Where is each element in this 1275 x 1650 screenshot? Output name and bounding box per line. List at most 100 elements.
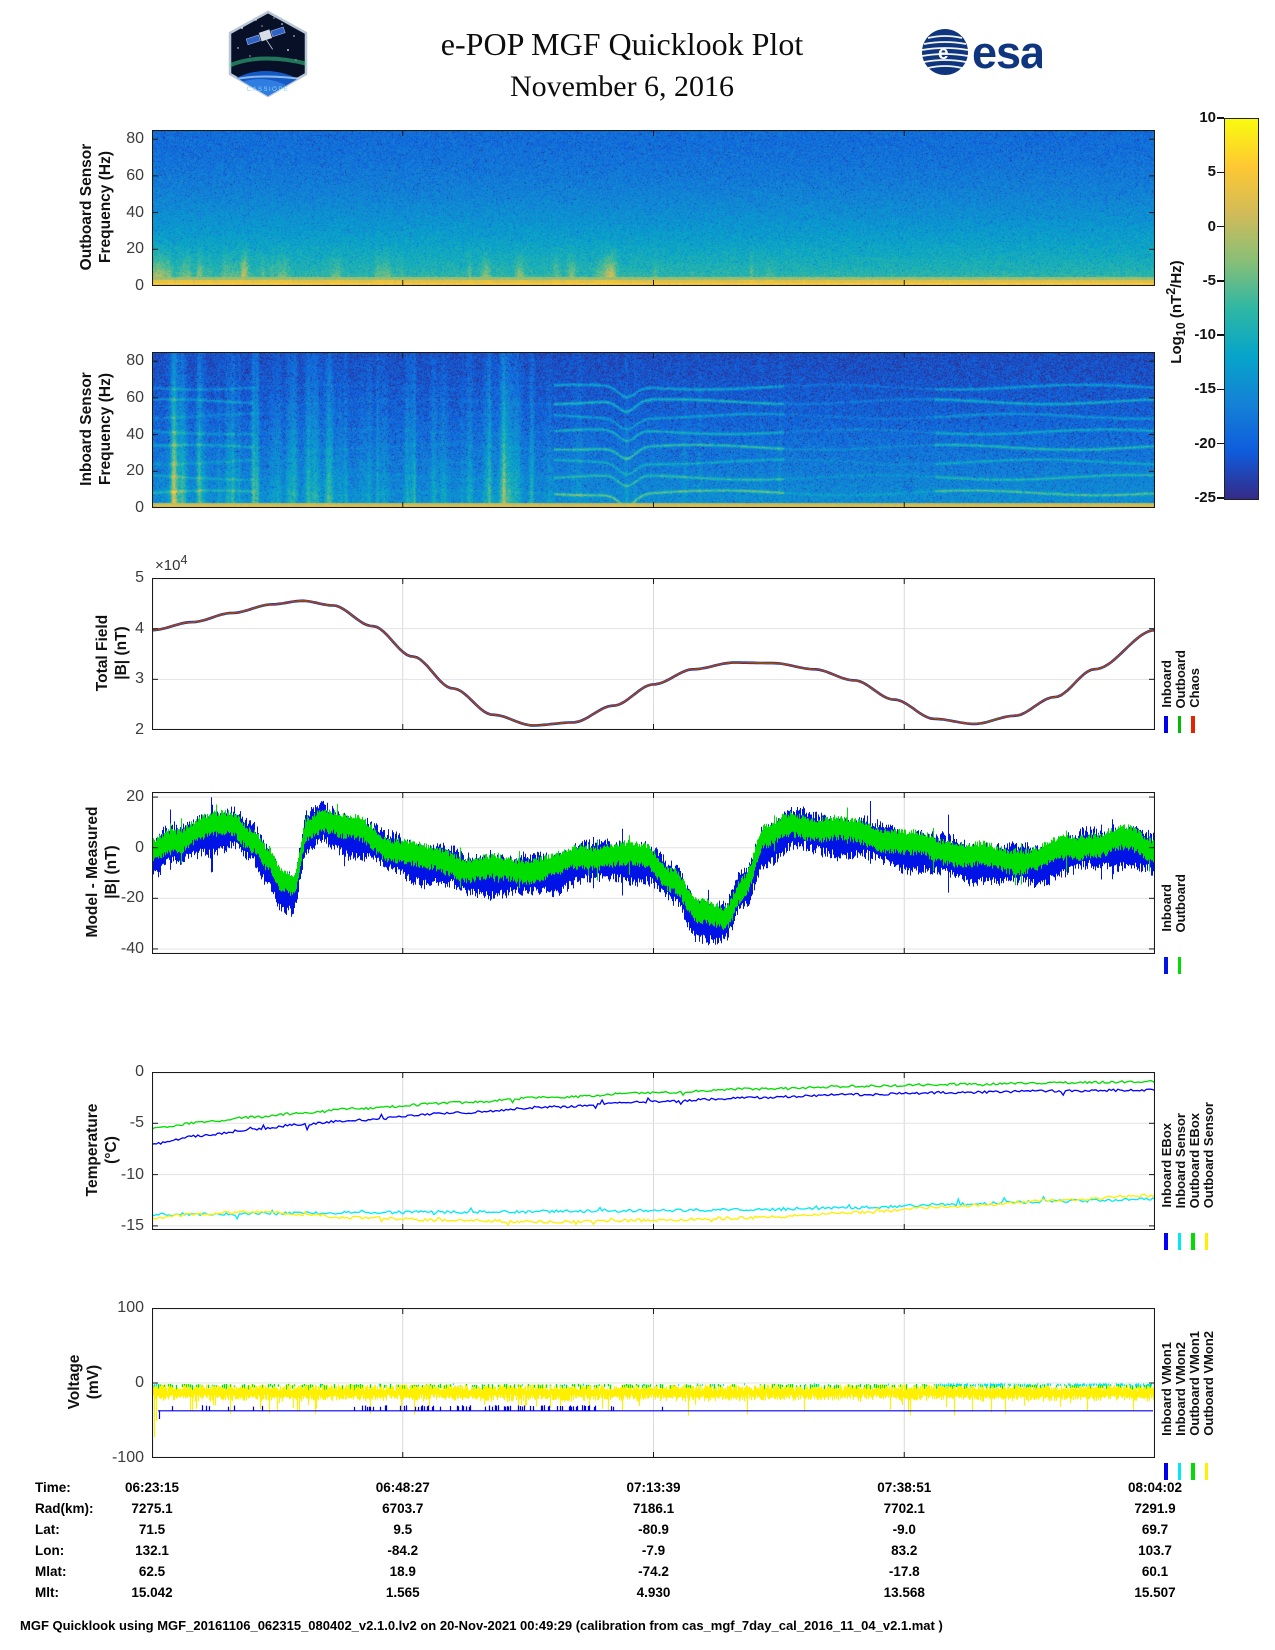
table-row-label: Rad(km): bbox=[35, 1501, 94, 1516]
table-value: 83.2 bbox=[891, 1543, 918, 1558]
panel-model-minus-measured: Model - Measured |B| (nT) -40 -20 0 20 Inboar… bbox=[84, 788, 1188, 974]
patch-label: CASSIOPE bbox=[247, 87, 290, 93]
legend-swatch bbox=[1191, 1463, 1195, 1480]
legend-label: Outboard VMon1 bbox=[1187, 1331, 1202, 1436]
legend-label: Outboard bbox=[1173, 649, 1188, 709]
table-value: 9.5 bbox=[393, 1522, 413, 1537]
y-tick-label: -15 bbox=[120, 1216, 144, 1234]
table-value: 13.568 bbox=[883, 1585, 925, 1600]
y-tick-label: 0 bbox=[135, 277, 144, 294]
esa-globe-icon bbox=[922, 29, 968, 75]
table-value: 7275.1 bbox=[131, 1501, 173, 1516]
legend-label: Outboard Sensor bbox=[1201, 1101, 1216, 1208]
table-value: 06:23:15 bbox=[124, 1480, 180, 1495]
satellite-icon bbox=[245, 26, 286, 50]
y-tick-label: 2 bbox=[135, 721, 144, 738]
table-value: 62.5 bbox=[138, 1564, 166, 1579]
axes-frame bbox=[152, 352, 1155, 508]
table-value: -74.2 bbox=[638, 1564, 669, 1579]
axes-box bbox=[152, 578, 1155, 730]
colorbar-label: Log10 (nT2/Hz) bbox=[1164, 260, 1188, 364]
axes-box bbox=[152, 1072, 1155, 1230]
y-tick-label: 40 bbox=[126, 425, 144, 443]
plot-area bbox=[152, 1072, 1155, 1230]
table-row-label: Lat: bbox=[35, 1522, 60, 1537]
y-tick-label: 40 bbox=[126, 203, 144, 221]
plot-area bbox=[152, 1308, 1155, 1458]
colorbar-tick-label: -15 bbox=[1194, 380, 1216, 398]
table-value: 07:38:51 bbox=[877, 1480, 932, 1495]
y-tick-label: 0 bbox=[135, 1374, 144, 1391]
footer-caption: MGF Quicklook using MGF_20161106_062315_… bbox=[20, 1618, 943, 1633]
legend-label: Chaos bbox=[1187, 668, 1202, 708]
y-tick-label: -10 bbox=[120, 1165, 144, 1183]
table-row-label: Lon: bbox=[35, 1543, 65, 1558]
table-value: 71.5 bbox=[138, 1522, 166, 1537]
legend-label: Inboard bbox=[1159, 884, 1174, 932]
table-value: 7291.9 bbox=[1134, 1501, 1176, 1516]
legend-label: Inboard VMon1 bbox=[1159, 1342, 1174, 1436]
table-value: -80.9 bbox=[638, 1522, 669, 1537]
axes-frame bbox=[152, 1308, 1155, 1458]
y-axis-exponent: ×104 bbox=[155, 553, 187, 574]
table-value: -9.0 bbox=[892, 1522, 916, 1537]
table-value: 103.7 bbox=[1138, 1543, 1172, 1558]
colorbar-tick-mark bbox=[1217, 442, 1224, 445]
table-value: -17.8 bbox=[888, 1564, 920, 1579]
aurora-arc bbox=[230, 56, 306, 68]
cassiope-mission-patch-icon: CASSIOPE bbox=[228, 10, 308, 98]
table-value: 06:48:27 bbox=[375, 1480, 430, 1495]
colorbar-tick-label: 10 bbox=[1199, 109, 1216, 126]
colorbar-tick-label: -10 bbox=[1194, 326, 1216, 344]
legend-swatch bbox=[1164, 1463, 1168, 1480]
table-value: 7186.1 bbox=[632, 1501, 675, 1516]
series-chaos bbox=[152, 600, 1155, 726]
legend-swatch bbox=[1177, 1233, 1181, 1250]
legend-swatch bbox=[1191, 716, 1195, 733]
y-tick-label: 4 bbox=[135, 619, 144, 637]
legend-swatch bbox=[1191, 1233, 1195, 1250]
axes-frame bbox=[152, 1072, 1155, 1230]
legend-label: Outboard EBox bbox=[1187, 1112, 1202, 1208]
esa-logo: e esa bbox=[921, 27, 1042, 78]
legend-swatch bbox=[1177, 957, 1181, 974]
exponent-base: ×10 bbox=[155, 557, 181, 574]
y-axis-title: Temperature (°C) bbox=[84, 1103, 120, 1197]
y-tick-label: 60 bbox=[126, 166, 144, 184]
y-tick-label: 5 bbox=[135, 569, 144, 586]
legend-label: Inboard Sensor bbox=[1173, 1112, 1188, 1208]
y-tick-label: 20 bbox=[126, 788, 144, 806]
panel-outboard-spectrogram: Outboard Sensor Frequency (Hz) 0 20 40 60 80 bbox=[78, 130, 1155, 294]
table-value: 6703.7 bbox=[382, 1501, 424, 1516]
table-row-label: Mlt: bbox=[35, 1585, 59, 1600]
figure-date: November 6, 2016 bbox=[509, 70, 735, 103]
legend-swatches bbox=[1164, 1233, 1208, 1250]
axes-frame bbox=[152, 792, 1155, 954]
legend-swatches bbox=[1164, 1463, 1208, 1480]
table-value: 07:13:39 bbox=[626, 1480, 681, 1495]
axes-box bbox=[152, 792, 1155, 954]
table-value: 7702.1 bbox=[883, 1501, 925, 1516]
legend: Inboard Outboard bbox=[1159, 792, 1188, 933]
table-value: -7.9 bbox=[641, 1543, 666, 1558]
exponent-power: 4 bbox=[180, 553, 188, 567]
panel-inboard-spectrogram: Inboard Sensor Frequency (Hz) 0 20 40 60 80 bbox=[78, 352, 1155, 516]
y-tick-label: 20 bbox=[126, 462, 144, 480]
table-value: 15.042 bbox=[131, 1585, 173, 1600]
colorbar-tick-mark bbox=[1217, 388, 1224, 391]
axes-box bbox=[152, 1308, 1155, 1458]
table-value: 1.565 bbox=[385, 1585, 420, 1600]
plot-area bbox=[152, 578, 1155, 730]
legend-swatch bbox=[1164, 1233, 1168, 1250]
colorbar-tick-label: -25 bbox=[1194, 489, 1216, 506]
table-value: -84.2 bbox=[387, 1543, 419, 1558]
legend-label: Outboard VMon2 bbox=[1201, 1331, 1216, 1436]
spectrogram-image bbox=[152, 352, 1155, 508]
legend-swatches bbox=[1164, 957, 1181, 974]
y-tick-label: 80 bbox=[126, 130, 144, 148]
axes-frame bbox=[152, 130, 1155, 286]
legend-swatch bbox=[1177, 716, 1181, 733]
plot-area bbox=[152, 792, 1155, 954]
colorbar-tick-label: 5 bbox=[1207, 163, 1216, 181]
